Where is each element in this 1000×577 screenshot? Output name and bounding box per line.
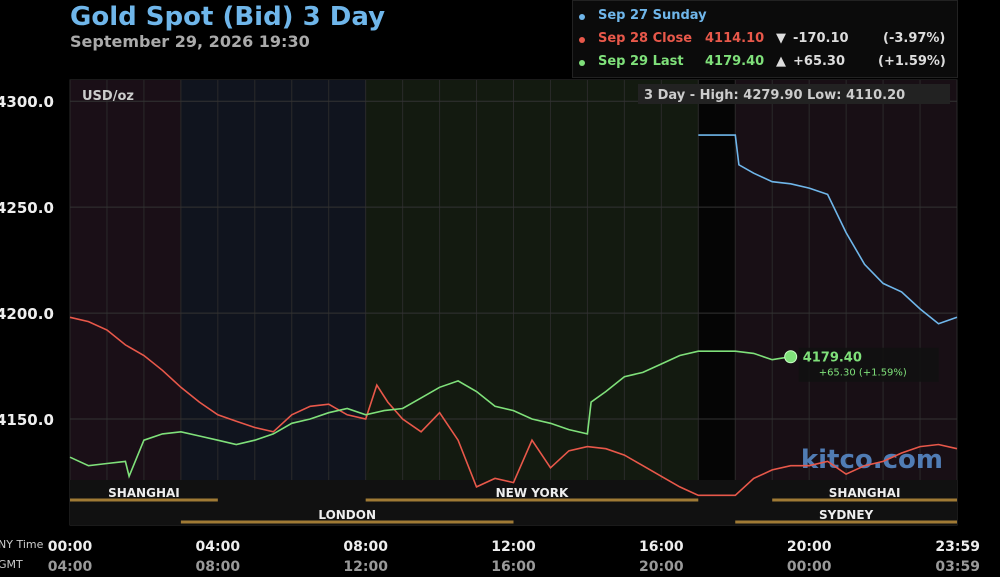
series-line (69, 350, 791, 479)
session-label: SYDNEY (819, 508, 874, 522)
y-tick-label: 4200.0 (0, 305, 54, 323)
x-tick-label-ny: 23:59 (935, 539, 980, 555)
x-tick-label-gmt: 03:59 (935, 559, 980, 575)
y-tick-label: 4300.0 (0, 93, 54, 111)
watermark: kitco.com (801, 445, 943, 475)
x-tick-label-gmt: 08:00 (196, 559, 241, 575)
x-tick-label-gmt: 20:00 (639, 559, 684, 575)
last-point-bg (798, 347, 939, 382)
legend-dot-icon (579, 60, 585, 66)
range-label: 3 Day - High: 4279.90 Low: 4110.20 (644, 88, 905, 103)
up-arrow-icon: ▲ (776, 54, 786, 69)
series-line (698, 134, 958, 325)
session-label: NEW YORK (496, 486, 569, 500)
series-line (69, 316, 958, 497)
session-label: SHANGHAI (829, 486, 901, 500)
ny-time-row-label: NY Time (0, 538, 44, 551)
last-point-marker (784, 350, 798, 364)
legend-change: +65.30 (793, 54, 846, 69)
x-tick-label-ny: 12:00 (491, 539, 536, 555)
x-tick-label-gmt: 04:00 (48, 559, 93, 575)
legend-dot-icon (579, 37, 585, 43)
session-shade (180, 80, 366, 480)
down-arrow-icon: ▼ (776, 31, 786, 46)
session-band (70, 480, 957, 525)
y-tick-label: 4250.0 (0, 199, 54, 217)
x-tick-label-ny: 00:00 (48, 539, 93, 555)
x-tick-label-ny: 20:00 (787, 539, 832, 555)
x-tick-label-gmt: 16:00 (491, 559, 536, 575)
legend-change: -170.10 (793, 31, 849, 46)
session-shade (698, 80, 736, 480)
y-tick-label: 4150.0 (0, 411, 54, 429)
chart-title: Gold Spot (Bid) 3 Day (70, 2, 386, 32)
legend-pct: (-3.97%) (883, 31, 946, 46)
legend-label: Sep 27 Sunday (598, 8, 707, 23)
session-shade (365, 80, 699, 480)
x-tick-label-ny: 16:00 (639, 539, 684, 555)
gmt-row-label: GMT (0, 558, 23, 571)
legend-value: 4179.40 (705, 54, 765, 69)
legend-dot-icon (579, 14, 585, 20)
legend-label: Sep 29 Last (598, 54, 684, 69)
x-tick-label-gmt: 00:00 (787, 559, 832, 575)
last-price-label: 4179.40 (803, 351, 862, 366)
chart-subtitle: September 29, 2026 19:30 (70, 32, 310, 51)
legend-value: 4114.10 (705, 31, 765, 46)
last-change-label: +65.30 (+1.59%) (819, 368, 907, 379)
legend-label: Sep 28 Close (598, 31, 693, 46)
x-tick-label-gmt: 12:00 (343, 559, 388, 575)
session-label: LONDON (318, 508, 376, 522)
session-label: SHANGHAI (108, 486, 180, 500)
x-tick-label-ny: 08:00 (343, 539, 388, 555)
session-shade (70, 80, 181, 480)
x-tick-label-ny: 04:00 (196, 539, 241, 555)
range-label-bg (638, 84, 950, 104)
legend-panel: Sep 27 Sunday Sep 28 Close 4114.10 ▼ -17… (572, 0, 958, 78)
legend-pct: (+1.59%) (878, 54, 946, 69)
unit-label: USD/oz (82, 89, 134, 104)
